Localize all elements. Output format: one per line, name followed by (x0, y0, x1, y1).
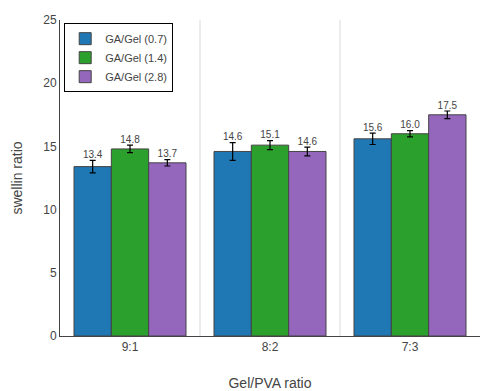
svg-text:GA/Gel (0.7): GA/Gel (0.7) (105, 33, 167, 45)
svg-text:5: 5 (50, 266, 57, 280)
svg-text:14.8: 14.8 (120, 134, 140, 145)
svg-text:10: 10 (43, 203, 57, 217)
svg-text:GA/Gel (2.8): GA/Gel (2.8) (105, 71, 167, 83)
svg-text:16.0: 16.0 (400, 119, 420, 130)
svg-text:8:2: 8:2 (262, 340, 279, 354)
svg-text:swellin ratio: swellin ratio (9, 141, 25, 214)
svg-text:0: 0 (50, 329, 57, 343)
svg-text:14.6: 14.6 (298, 136, 318, 147)
svg-text:GA/Gel (1.4): GA/Gel (1.4) (105, 52, 167, 64)
svg-text:15: 15 (43, 140, 57, 154)
svg-text:13.4: 13.4 (83, 149, 103, 160)
svg-text:Gel/PVA ratio: Gel/PVA ratio (228, 375, 311, 391)
svg-text:25: 25 (43, 13, 57, 27)
svg-text:20: 20 (43, 76, 57, 90)
svg-text:14.6: 14.6 (223, 131, 243, 142)
svg-text:9:1: 9:1 (122, 340, 139, 354)
svg-text:17.5: 17.5 (438, 100, 458, 111)
svg-text:15.6: 15.6 (363, 122, 383, 133)
svg-text:7:3: 7:3 (402, 340, 419, 354)
svg-text:13.7: 13.7 (158, 148, 178, 159)
svg-text:15.1: 15.1 (260, 129, 280, 140)
